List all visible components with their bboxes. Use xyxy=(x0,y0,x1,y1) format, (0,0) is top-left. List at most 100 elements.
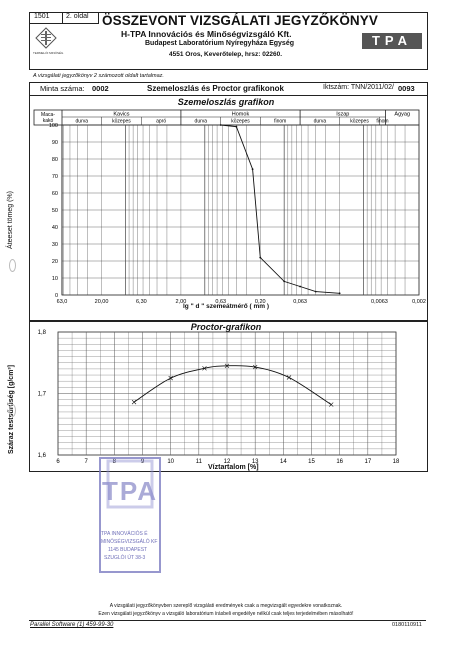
proctor-x-tick: 15 xyxy=(308,459,315,465)
proctor-y-tick: 1,8 xyxy=(38,330,47,336)
grain-x-tick: 0,63 xyxy=(215,299,226,305)
proctor-x-tick: 8 xyxy=(113,459,117,465)
proctor-x-tick: 12 xyxy=(224,459,231,465)
proctor-data-point xyxy=(252,364,258,370)
footer-notice-1: A vizsgálati jegyzőkönyvben szereplő viz… xyxy=(109,603,343,609)
proctor-x-tick: 7 xyxy=(84,459,88,465)
grain-data-point xyxy=(235,125,238,128)
section-title: Szemeloszlás és Proctor grafikonok xyxy=(147,84,284,93)
stamp-line-1: TPA INNOVÁCIÓS É xyxy=(101,531,148,537)
document-title: ÖSSZEVONT VIZSGÁLATI JEGYZŐKÖNYV xyxy=(102,13,378,28)
grain-x-tick: 0,20 xyxy=(255,299,266,305)
grain-y-tick: 40 xyxy=(52,225,58,231)
proctor-data-point xyxy=(131,399,137,405)
grain-y-tick: 20 xyxy=(52,259,58,265)
proctor-x-tick: 13 xyxy=(252,459,259,465)
grain-x-tick: 6,30 xyxy=(136,299,147,305)
svg-text:TPA: TPA xyxy=(102,476,158,506)
grain-x-tick: 20,00 xyxy=(95,299,109,305)
grain-y-tick: 80 xyxy=(52,157,58,163)
proctor-data-point xyxy=(329,402,334,407)
grain-subgroup-label: durva xyxy=(76,119,89,125)
emblem-caption: TERMELŐI MINŐSÉG xyxy=(33,51,64,55)
grain-subgroup-label: közepes xyxy=(231,119,250,125)
official-stamp: TPA TPA INNOVÁCIÓS É MINŐSÉGVIZSGÁLÓ KF … xyxy=(98,456,162,574)
proctor-x-tick: 10 xyxy=(167,459,174,465)
grain-data-point xyxy=(283,280,286,283)
grain-group-label: Iszap xyxy=(336,112,349,118)
grain-data-point xyxy=(299,285,301,288)
proctor-y-tick: 1,7 xyxy=(38,392,47,398)
proctor-x-label: Víztartalom [%] xyxy=(208,464,259,471)
registration-value: 0093 xyxy=(398,84,415,93)
grain-y-tick: 0 xyxy=(55,293,58,299)
proctor-x-tick: 14 xyxy=(280,459,287,465)
grain-data-point xyxy=(251,168,254,171)
page-label-cell xyxy=(62,12,99,24)
grain-x-tick: 2,00 xyxy=(176,299,187,305)
sample-label: Minta száma: xyxy=(40,84,85,93)
grain-y-tick: 60 xyxy=(52,191,58,197)
footer-divider xyxy=(29,620,426,621)
company-emblem-icon xyxy=(35,27,57,49)
proctor-chart-title: Proctor-grafikon xyxy=(190,322,262,332)
grain-x-tick: 63,0 xyxy=(57,299,68,305)
punch-hole xyxy=(9,259,16,272)
grain-data-point xyxy=(314,290,317,293)
proctor-x-tick: 18 xyxy=(393,459,400,465)
lab-name: Budapest Laboratórium Nyíregyháza Egység xyxy=(145,40,294,47)
stamp-line-2: MINŐSÉGVIZSGÁLÓ KF xyxy=(101,539,158,545)
company-name: H-TPA Innovációs és Minőségvizsgáló Kft. xyxy=(121,29,292,39)
grain-y-tick: 90 xyxy=(52,140,58,146)
grain-subgroup-label: durva xyxy=(314,119,327,125)
proctor-x-tick: 16 xyxy=(336,459,343,465)
grain-subgroup-label: közepes xyxy=(112,119,131,125)
lab-address: 4551 Oros, Keverőtelep, hrsz: 02260. xyxy=(169,51,283,58)
grain-subgroup-label: közepes xyxy=(350,119,369,125)
tpa-logo: TPA xyxy=(362,33,422,49)
proctor-data-point xyxy=(224,363,230,369)
grain-data-point xyxy=(219,124,222,126)
form-code: 0180110911 xyxy=(392,622,422,628)
sample-value: 0002 xyxy=(92,84,109,93)
grain-subgroup-label: finom xyxy=(376,119,388,125)
page-count-note: A vizsgálati jegyzőkönyv 2 számozott old… xyxy=(33,73,164,79)
grain-y-tick: 10 xyxy=(52,276,58,282)
proctor-data-point xyxy=(286,375,292,380)
software-credit: Parallel Software (1) 459-99-30 xyxy=(30,622,114,628)
grain-x-tick: 0,0063 xyxy=(371,299,388,305)
grain-x-label: lg " d " szemeátmérő ( mm ) xyxy=(183,303,269,310)
grain-corner-label: Maca- xyxy=(41,112,55,118)
grain-x-tick: 0,063 xyxy=(293,299,307,305)
grain-x-tick: 0,002 xyxy=(412,299,426,305)
grain-data-point xyxy=(259,256,262,259)
punch-hole xyxy=(9,404,16,417)
proctor-x-tick: 17 xyxy=(364,459,371,465)
page-label: 2. oldal xyxy=(66,13,89,20)
proctor-x-tick: 6 xyxy=(56,459,60,465)
grain-y-tick: 50 xyxy=(52,208,58,214)
grain-data-point xyxy=(338,292,341,295)
registration-label: Iktszám: TNN/2011/02/ xyxy=(323,84,394,91)
proctor-curve xyxy=(133,365,332,405)
grain-group-label: Agyag xyxy=(394,112,410,118)
grain-y-tick: 70 xyxy=(52,174,58,180)
grain-corner-label: kakó xyxy=(43,118,54,124)
header-box xyxy=(29,12,428,70)
grain-chart-title: Szemeloszlás grafikon xyxy=(177,97,275,107)
stamp-line-3: 1145 BUDAPEST xyxy=(108,547,148,553)
grain-subgroup-label: durva xyxy=(195,119,208,125)
grain-y-tick: 30 xyxy=(52,242,58,248)
doc-number-cell xyxy=(29,12,63,24)
grain-group-label: Kavics xyxy=(113,112,129,118)
grain-subgroup-label: finom xyxy=(274,119,286,125)
stamp-line-4: SZUGLÓI ÚT 38-3 xyxy=(104,555,146,561)
proctor-chart-frame xyxy=(29,320,428,472)
grain-group-label: Homok xyxy=(232,112,250,118)
proctor-data-point xyxy=(168,375,173,381)
proctor-data-point xyxy=(202,366,207,371)
doc-number: 1501 xyxy=(34,13,50,20)
grain-curve xyxy=(220,124,340,294)
grain-subgroup-label: apró xyxy=(156,119,166,125)
